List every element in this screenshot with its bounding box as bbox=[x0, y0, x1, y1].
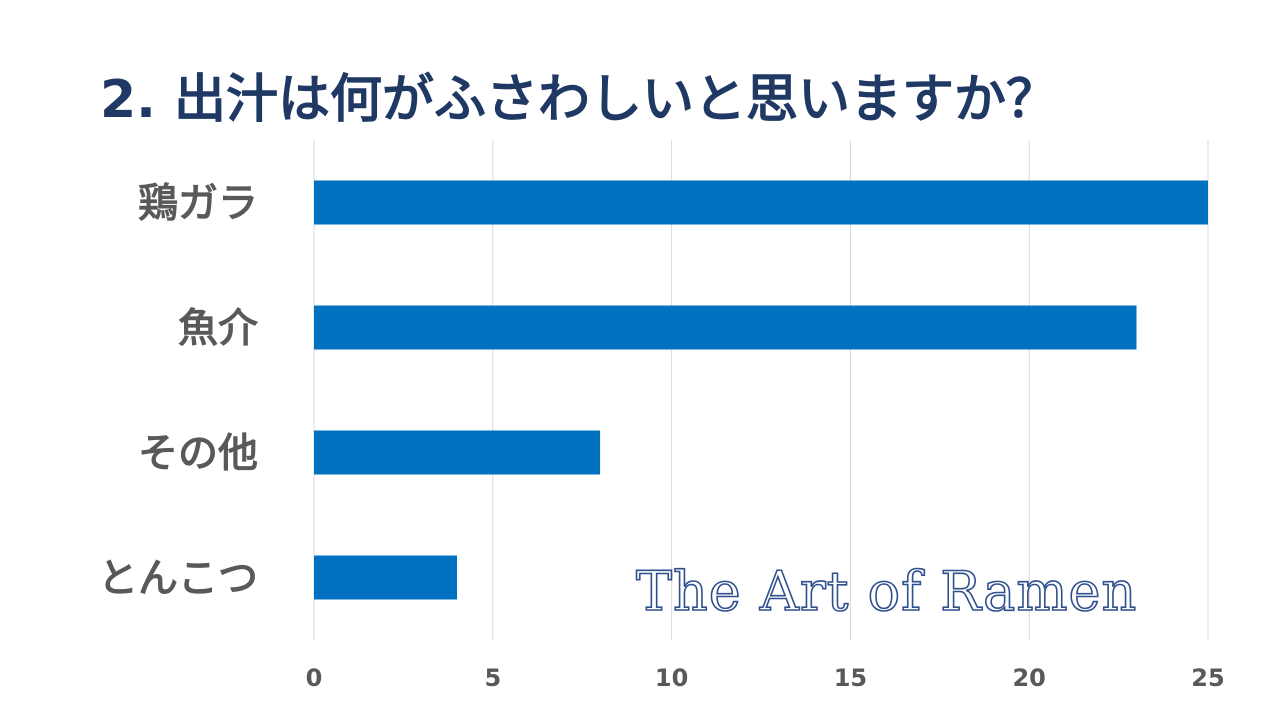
x-tick-label-2: 10 bbox=[655, 664, 688, 692]
watermark-text: The Art of Ramen bbox=[635, 559, 1138, 624]
x-tick-label-5: 25 bbox=[1191, 664, 1224, 692]
chart-title: 2. 出汁は何がふさわしいと思いますか？ bbox=[100, 70, 1059, 130]
x-tick-label-3: 15 bbox=[834, 664, 867, 692]
category-label-3: とんこつ bbox=[98, 556, 258, 602]
category-label-0: 鶏ガラ bbox=[138, 181, 258, 227]
x-tick-label-0: 0 bbox=[306, 664, 323, 692]
category-label-1: 魚介 bbox=[178, 306, 259, 352]
category-label-2: その他 bbox=[138, 431, 258, 477]
x-tick-label-1: 5 bbox=[484, 664, 501, 692]
bars bbox=[314, 180, 1208, 600]
x-tick-label-4: 20 bbox=[1012, 664, 1045, 692]
bar-0 bbox=[314, 180, 1208, 225]
x-tick-labels: 0 5 10 15 20 25 bbox=[306, 664, 1225, 692]
bar-3 bbox=[314, 555, 458, 600]
bar-2 bbox=[314, 430, 601, 475]
bar-1 bbox=[314, 305, 1137, 350]
